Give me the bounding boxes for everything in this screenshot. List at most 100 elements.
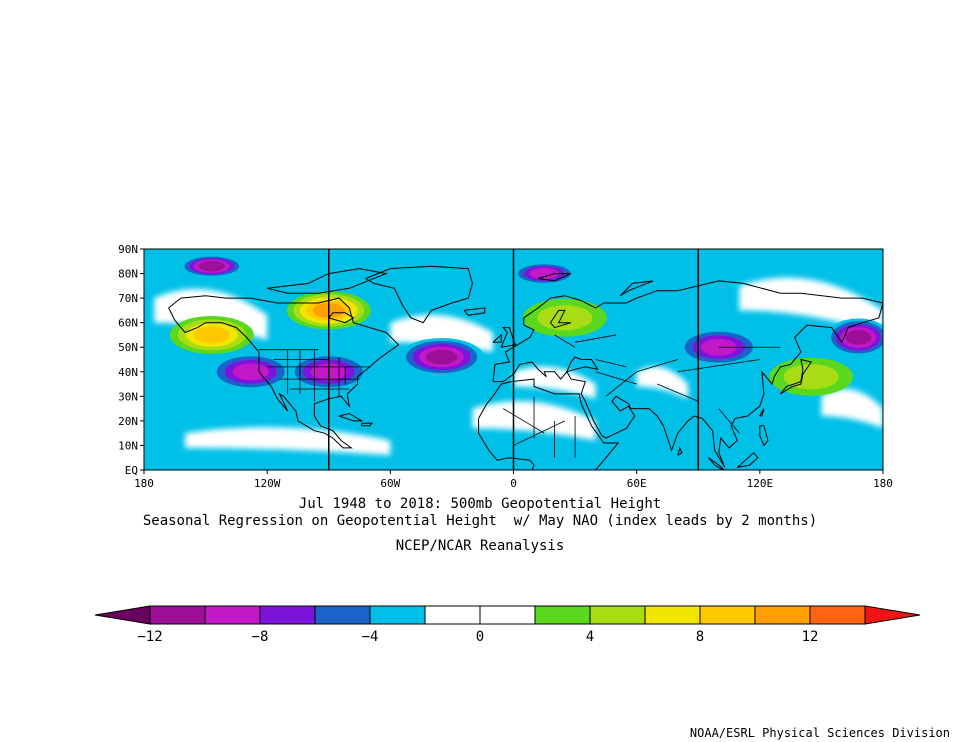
longitude-ticks: 180 120W 60W 0 60E 120E 180 [134,470,893,490]
border-line [605,371,637,397]
coastline [677,446,683,456]
credit-text: NOAA/ESRL Physical Sciences Division [689,726,950,740]
border-line [595,371,637,385]
border-line [575,334,617,343]
lon-tick-label: 60W [380,477,400,490]
coastline [736,452,759,468]
colorbar-label: −8 [252,629,269,645]
lat-tick-label: 10N [118,439,138,452]
border-line [503,408,545,434]
colorbar-high-arrow [864,605,921,625]
lon-tick-label: 120W [254,477,281,490]
colorbar-swatch [314,605,371,625]
colorbar-swatch [754,605,811,625]
anomaly-contour [783,364,839,390]
coastline [500,327,517,348]
colorbar-swatch [424,605,481,625]
lat-tick-label: 40N [118,366,138,379]
coastlines [168,265,883,470]
anomaly-contour [845,330,872,345]
colorbar-label: 8 [696,629,704,645]
neutral-band [185,427,391,456]
coastline [478,378,620,470]
border-line [636,359,678,373]
figure-caption: Jul 1948 to 2018: 500mb Geopotential Hei… [0,496,960,555]
coastline [537,273,572,282]
border-line [677,359,760,373]
colorbar-label: 0 [476,629,484,645]
border-line [554,334,576,348]
lat-tick-label: 60N [118,317,138,330]
lat-tick-label: 90N [118,243,138,256]
anomaly-region [522,298,607,337]
lon-tick-label: 60E [627,477,647,490]
coastline [361,422,373,427]
colorbar-swatch [644,605,701,625]
caption-source: NCEP/NCAR Reanalysis [395,538,565,554]
latitude-ticks: 90N 80N 70N 60N 50N 40N 30N 20N 10N EQ [118,243,144,477]
color-scale: −12 −8 −4 0 4 8 12 [94,605,921,645]
caption-subtitle: Seasonal Regression on Geopotential Heig… [142,513,818,529]
lon-tick-label: 120E [747,477,774,490]
colorbar-swatch [259,605,316,625]
border-line [513,420,565,446]
caption-title: Jul 1948 to 2018: 500mb Geopotential Hei… [298,496,662,512]
anomaly-region [769,357,854,396]
lat-tick-label: 50N [118,341,138,354]
lat-tick-label: 20N [118,415,138,428]
colorbar-swatch [809,605,866,625]
anomaly-region [826,318,883,357]
coastline [566,356,599,373]
lon-tick-label: 180 [134,477,154,490]
coastline [550,309,572,329]
coastline [759,408,765,417]
coastline [365,265,473,324]
coastline [619,280,654,297]
colorbar-label: 12 [802,629,819,645]
map-panel: 90N 80N 70N 60N 50N 40N 30N 20N 10N EQ 180 120W 60W… [118,243,893,490]
neutral-band [821,388,883,429]
border-line [718,408,740,434]
colorbar-label: −12 [137,629,162,645]
colorbar-swatch [369,605,426,625]
coastline [168,295,400,449]
lat-tick-label: 70N [118,292,138,305]
colorbar-swatch [699,605,756,625]
coastline [492,333,502,343]
meridian-lines [328,249,699,470]
colorbar-low-arrow [94,605,151,625]
anomaly-region [169,315,254,354]
lat-tick-label: 80N [118,268,138,281]
anomaly-contour [193,326,230,344]
colorbar-swatch [589,605,646,625]
neutral-band [636,366,688,399]
anomaly-contour [232,363,269,381]
colorbar-label: −4 [362,629,379,645]
anomaly-contour [537,305,593,331]
coastline [780,358,813,395]
coastline [463,307,486,316]
lon-tick-label: 0 [510,477,517,490]
colorbar-label: 4 [586,629,594,645]
coastline [708,457,725,470]
coastline [267,268,388,294]
anomaly-contour [425,349,458,365]
anomaly-region [179,255,244,278]
anomaly-region [512,262,577,285]
coastline [492,280,883,468]
colorbar-swatch [479,605,536,625]
colorbar-swatch [204,605,261,625]
colorbar-swatch [534,605,591,625]
colorbar-swatch [149,605,206,625]
lat-tick-label: 30N [118,390,138,403]
coastline [759,425,769,447]
neutral-band [513,366,596,399]
anomaly-contour [529,267,559,280]
border-line [595,359,627,368]
border-line [657,383,699,402]
coastline [338,412,364,422]
anomaly-region [399,338,484,377]
lat-tick-label: EQ [125,464,138,477]
anomaly-contour [198,261,225,272]
